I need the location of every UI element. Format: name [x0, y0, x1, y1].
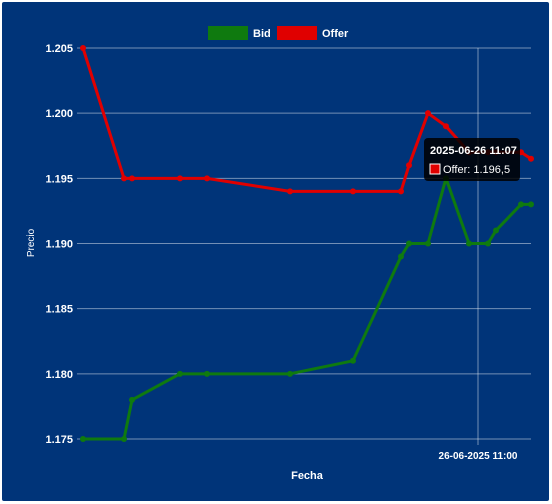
- y-tick-label: 1.175: [45, 434, 73, 446]
- data-point: [406, 162, 412, 169]
- tooltip-swatch: [429, 163, 441, 175]
- legend-swatch: [277, 26, 317, 40]
- data-point: [177, 370, 183, 377]
- data-point: [398, 188, 404, 195]
- data-point: [121, 436, 127, 442]
- data-point: [425, 110, 431, 117]
- data-point: [129, 175, 135, 182]
- data-point: [493, 227, 499, 234]
- data-point: [398, 253, 404, 260]
- x-axis-title: Fecha: [291, 470, 324, 482]
- data-point: [204, 370, 210, 377]
- tooltip-value: Offer: 1.196,5: [443, 164, 510, 176]
- data-point: [528, 155, 534, 162]
- data-point: [466, 240, 472, 247]
- legend-swatch: [208, 26, 248, 40]
- data-point: [287, 188, 293, 195]
- data-point: [518, 201, 524, 208]
- series-line-bid: [83, 176, 531, 441]
- legend-label: Bid: [253, 28, 271, 40]
- legend-item-offer[interactable]: Offer: [277, 26, 349, 40]
- data-point: [350, 357, 356, 364]
- grid-lines: [77, 47, 531, 445]
- data-point: [443, 123, 449, 130]
- tooltip: 2025-06-26 11:07 Offer: 1.196,5: [424, 138, 520, 181]
- data-point: [528, 201, 534, 208]
- data-point: [287, 370, 293, 377]
- y-tick-label: 1.200: [45, 108, 73, 120]
- y-tick-label: 1.185: [45, 304, 73, 316]
- legend[interactable]: Bid Offer: [208, 26, 349, 40]
- data-point: [485, 240, 491, 247]
- data-point: [204, 175, 210, 182]
- y-tick-label: 1.195: [45, 173, 73, 185]
- tooltip-box: [424, 138, 520, 181]
- legend-item-bid[interactable]: Bid: [208, 26, 271, 40]
- x-tick-label: 26-06-2025 11:00: [439, 451, 518, 462]
- y-tick-label: 1.190: [45, 239, 73, 251]
- y-tick-label: 1.180: [45, 369, 73, 381]
- tooltip-title: 2025-06-26 11:07: [430, 145, 517, 157]
- data-point: [350, 188, 356, 195]
- data-point: [121, 175, 127, 182]
- y-tick-label: 1.205: [45, 43, 73, 55]
- data-point: [406, 240, 412, 247]
- data-point: [80, 436, 86, 442]
- data-point: [177, 175, 183, 182]
- x-axis-ticks: 26-06-2025 11:00: [439, 451, 518, 462]
- data-point: [129, 396, 135, 403]
- legend-label: Offer: [322, 28, 349, 40]
- data-point: [425, 240, 431, 247]
- y-axis-title: Precio: [26, 228, 37, 257]
- data-point: [80, 45, 86, 51]
- y-axis-ticks: 1.175 1.180 1.185 1.190 1.195 1.200 1.205: [45, 43, 73, 446]
- series-bid: [80, 175, 534, 442]
